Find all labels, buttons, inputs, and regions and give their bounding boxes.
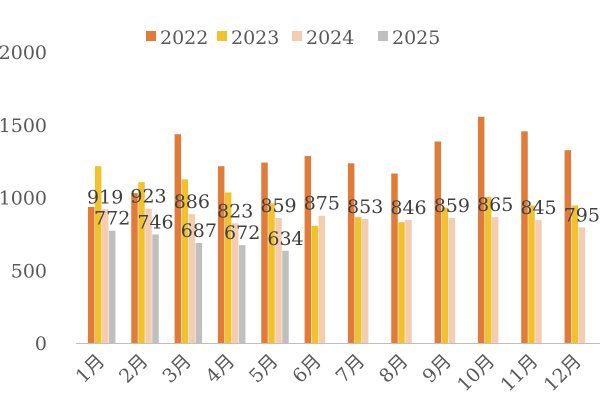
data-label-2024-4: 823 <box>217 200 253 222</box>
bar-2023-5 <box>268 203 275 343</box>
bar-2023-10 <box>484 196 492 343</box>
bar-2024-9 <box>448 218 456 343</box>
bar-2023-8 <box>398 222 405 343</box>
bar-2022-1 <box>87 206 95 343</box>
y-tick-label-500: 500 <box>11 260 47 282</box>
bar-2022-10 <box>477 116 485 343</box>
bar-2024-11 <box>535 220 542 343</box>
bar-2024-4 <box>231 223 239 343</box>
data-label-2024-3: 886 <box>174 191 210 213</box>
x-tick-label-3: 3月 <box>158 350 196 388</box>
bar-2023-7 <box>354 217 362 343</box>
data-labels: 919 923 886 823 859 875 853 846 859 865 845 795 772 7… <box>87 186 600 250</box>
bar-2022-8 <box>391 173 398 343</box>
bar-2022-5 <box>261 162 268 343</box>
bar-2025-1 <box>108 230 116 343</box>
y-tick-label-1500: 1500 <box>0 115 47 137</box>
bar-2025-2 <box>152 234 159 343</box>
legend: 2022 2023 2024 2025 <box>146 27 440 49</box>
legend-label-2025: 2025 <box>392 27 440 49</box>
data-label-2025-5: 634 <box>267 228 303 250</box>
bar-2024-5 <box>275 218 282 343</box>
x-tick-label-4: 4月 <box>202 350 240 388</box>
bar-2024-10 <box>491 217 499 343</box>
data-label-2024-5: 859 <box>260 195 296 217</box>
x-tick-label-8: 8月 <box>375 350 413 388</box>
bar-2022-7 <box>347 163 355 343</box>
bar-2023-1 <box>94 166 102 343</box>
bar-2022-12 <box>564 150 572 343</box>
bar-2022-4 <box>217 166 225 343</box>
y-axis: 0 500 1000 1500 2000 <box>0 42 47 355</box>
bar-2025-5 <box>282 250 289 343</box>
bar-2024-12 <box>578 227 586 343</box>
bar-2022-2 <box>131 193 138 343</box>
x-tick-label-2: 2月 <box>115 350 153 388</box>
bar-2024-8 <box>405 219 412 343</box>
bar-2022-11 <box>521 131 528 343</box>
bar-2023-11 <box>528 205 535 343</box>
bar-2022-9 <box>434 141 442 343</box>
data-label-2024-2: 923 <box>130 186 166 208</box>
data-label-2025-4: 672 <box>224 222 260 244</box>
x-tick-label-6: 6月 <box>288 350 326 388</box>
x-tick-label-11: 11月 <box>496 350 542 396</box>
x-tick-label-1: 1月 <box>72 350 110 388</box>
data-label-2024-10: 865 <box>477 194 513 216</box>
bar-2024-1 <box>101 209 109 343</box>
legend-label-2024: 2024 <box>306 27 354 49</box>
data-label-2024-1: 919 <box>87 186 123 208</box>
data-label-2024-6: 875 <box>304 193 340 215</box>
legend-label-2023: 2023 <box>231 27 279 49</box>
bar-2023-9 <box>441 207 449 343</box>
x-tick-label-12: 12月 <box>540 350 586 396</box>
data-label-2024-8: 846 <box>390 197 426 219</box>
bar-2024-7 <box>361 218 369 343</box>
bar-2023-12 <box>571 205 579 343</box>
legend-swatch-2022 <box>146 31 156 41</box>
data-label-2024-11: 845 <box>520 197 556 219</box>
data-label-2024-12: 795 <box>564 204 600 226</box>
legend-swatch-2025 <box>378 31 388 41</box>
data-label-2025-2: 746 <box>137 211 173 233</box>
x-tick-label-5: 5月 <box>245 350 283 388</box>
bar-2024-6 <box>318 215 326 343</box>
bar-2024-3 <box>188 214 196 343</box>
bar-2023-2 <box>138 182 145 343</box>
legend-swatch-2024 <box>292 31 302 41</box>
x-tick-label-10: 10月 <box>453 350 499 396</box>
bar-2025-4 <box>238 245 246 343</box>
y-tick-label-0: 0 <box>35 333 47 355</box>
bar-2023-6 <box>311 225 319 343</box>
legend-label-2022: 2022 <box>160 27 208 49</box>
data-label-2025-1: 772 <box>94 208 130 230</box>
y-tick-label-2000: 2000 <box>0 42 47 64</box>
x-tick-label-9: 9月 <box>418 350 456 388</box>
data-label-2024-9: 859 <box>434 195 470 217</box>
bar-2023-3 <box>181 179 189 343</box>
x-tick-label-7: 7月 <box>332 350 370 388</box>
bars <box>87 116 586 343</box>
data-label-2025-3: 687 <box>181 220 217 242</box>
bar-2023-4 <box>224 192 232 343</box>
bar-2022-6 <box>304 156 312 343</box>
bar-2025-3 <box>195 243 203 343</box>
data-label-2024-7: 853 <box>347 196 383 218</box>
legend-swatch-2023 <box>217 31 227 41</box>
y-tick-label-1000: 1000 <box>0 188 47 210</box>
bar-2024-2 <box>145 208 152 343</box>
bar-2022-3 <box>174 134 182 343</box>
